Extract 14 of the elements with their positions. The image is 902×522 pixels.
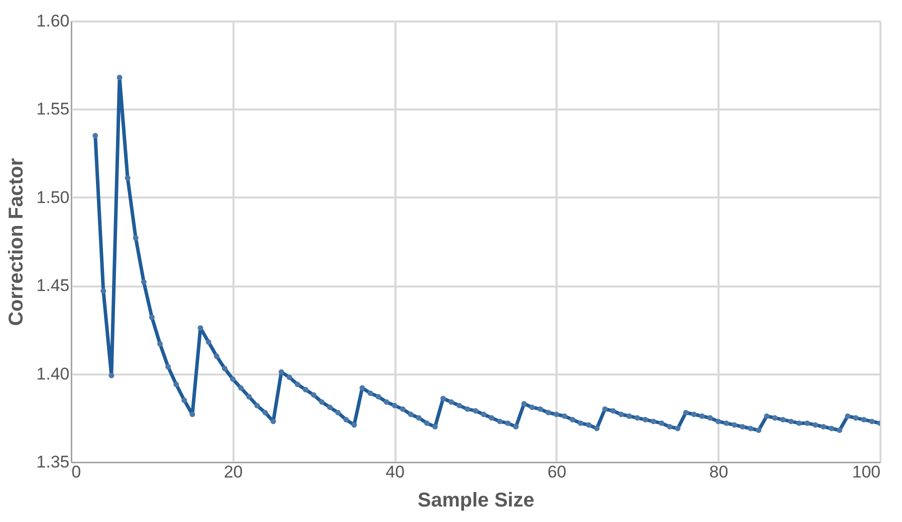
y-tick-label: 1.50 (36, 188, 70, 207)
x-tick-label: 100 (852, 462, 880, 482)
x-tick-label: 20 (224, 462, 243, 482)
y-axis-title: Correction Factor (5, 158, 28, 326)
y-tick-label: 1.40 (36, 364, 70, 384)
x-tick-label: 80 (709, 462, 728, 482)
y-tick-label: 1.60 (36, 12, 70, 30)
x-tick-label: 60 (547, 462, 566, 482)
x-axis-title: Sample Size (418, 490, 534, 512)
x-tick-label: 40 (386, 462, 405, 482)
y-tick-label: 1.55 (36, 100, 70, 119)
x-tick-label: 0 (72, 462, 81, 482)
y-tick-label: 1.35 (36, 452, 70, 472)
y-tick-label: 1.45 (36, 276, 70, 296)
